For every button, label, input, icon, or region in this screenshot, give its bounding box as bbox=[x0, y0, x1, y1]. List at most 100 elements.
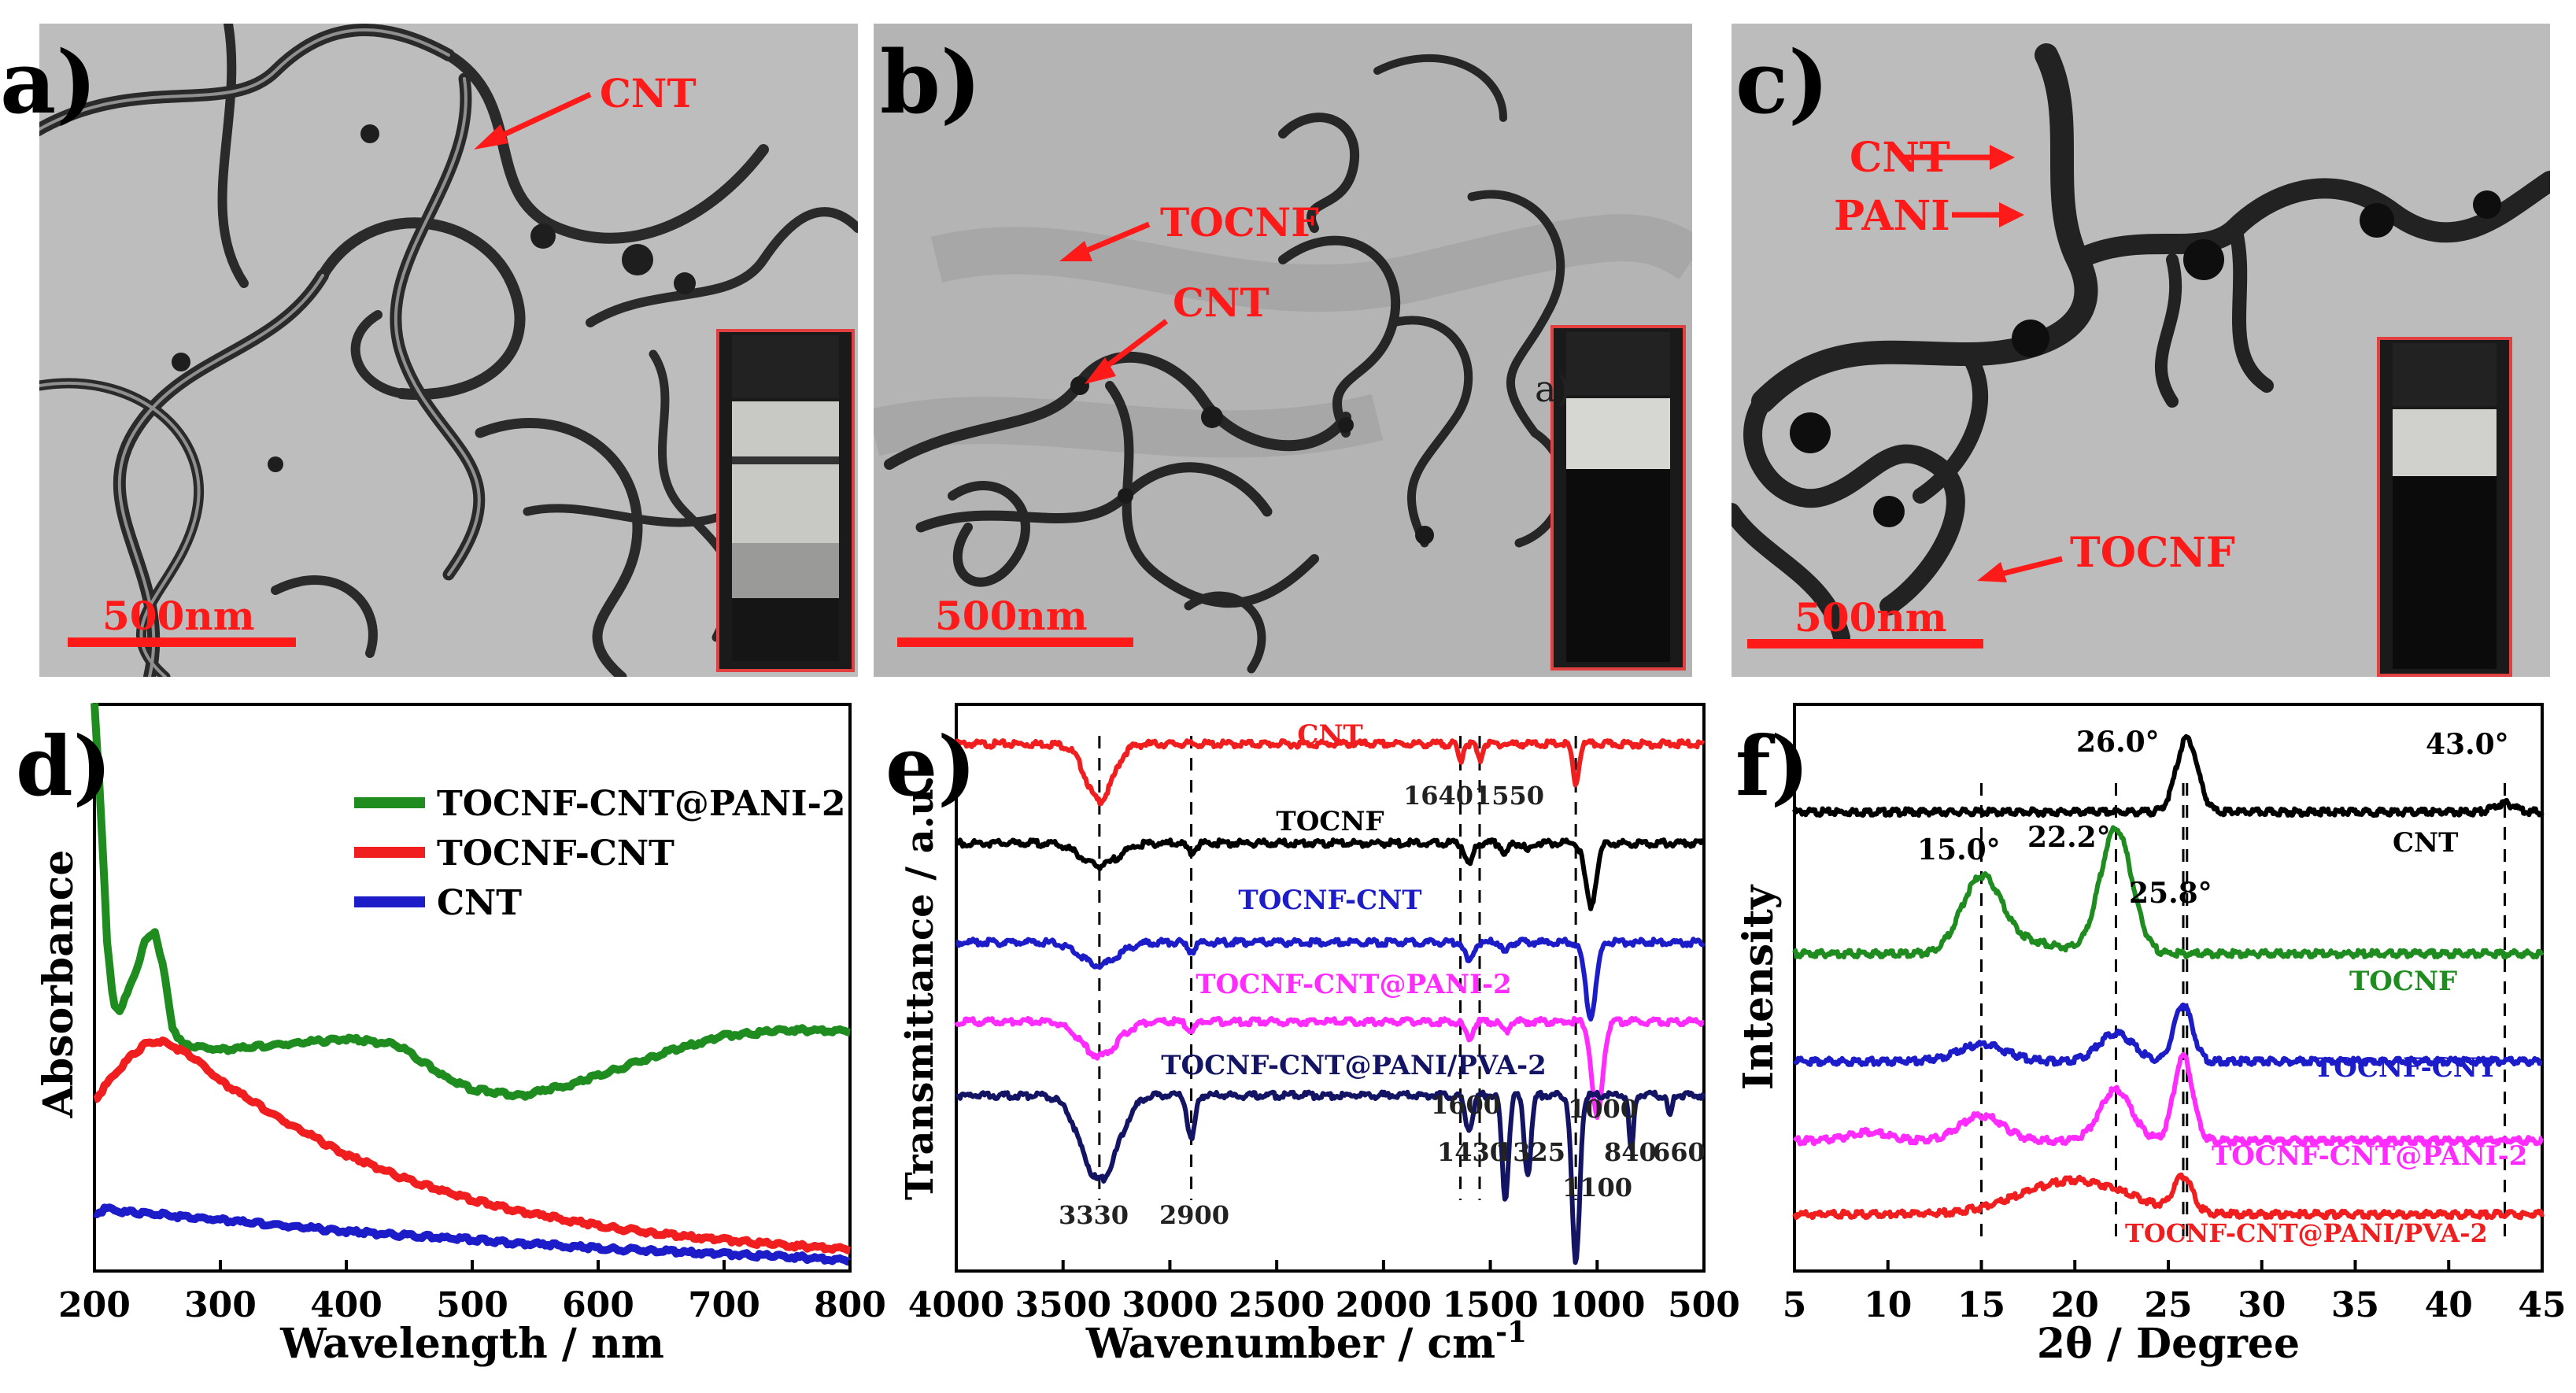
d-tick-label-400: 400 bbox=[310, 1285, 383, 1325]
series-line-e-TOCNF-CNT@PANI-2 bbox=[954, 1015, 1705, 1120]
legend-label-pani: TOCNF-CNT@PANI-2 bbox=[437, 784, 846, 824]
e-tick-label-3000: 3000 bbox=[1122, 1285, 1218, 1325]
series-label-e-tocnf-cnt: TOCNF-CNT bbox=[1238, 885, 1421, 916]
series-line-f-TOCNF-CNT@PANI-2 bbox=[1792, 1051, 2544, 1147]
catalyst-particles-b bbox=[1070, 376, 1434, 545]
e-tick-label-1500: 1500 bbox=[1442, 1285, 1538, 1325]
peak-label-e-1550: 1550 bbox=[1474, 781, 1544, 811]
scale-bar-label-b: 500nm bbox=[935, 593, 1088, 639]
series-label-e-cnt: CNT bbox=[1297, 719, 1362, 751]
f-tick-label-10: 10 bbox=[1864, 1285, 1912, 1325]
d-tick-label-800: 800 bbox=[814, 1285, 886, 1325]
tem-panel-a: 500nm CNT bbox=[39, 24, 858, 677]
peak-label-e-1430: 1430 bbox=[1437, 1137, 1507, 1167]
series-group-f bbox=[1792, 733, 2545, 1221]
d-tick-label-300: 300 bbox=[184, 1285, 257, 1325]
tem-panel-b: a) 500nm TOCNF CNT bbox=[874, 24, 1692, 677]
f-tick-label-30: 30 bbox=[2238, 1285, 2286, 1325]
arrow-label-pani-c: PANI bbox=[1834, 192, 1950, 240]
catalyst-particles-a bbox=[172, 124, 696, 472]
peak-label-e-660: 660 bbox=[1653, 1137, 1706, 1167]
y-axis-label-e: Transmittance / a.u. bbox=[898, 775, 942, 1200]
e-tick-label-2500: 2500 bbox=[1229, 1285, 1325, 1325]
vial-inset-b: a) bbox=[1535, 325, 1686, 671]
tem-image-c: 500nm CNT PANI TOCNF bbox=[1732, 24, 2550, 677]
x-axis-label-d: Wavelength / nm bbox=[279, 1320, 664, 1368]
scale-bar-c bbox=[1747, 639, 1983, 648]
d-tick-label-700: 700 bbox=[688, 1285, 760, 1325]
scale-bar-b bbox=[897, 637, 1133, 647]
x-ticks-d: 200 300 400 500 600 700 800 bbox=[58, 1260, 886, 1325]
x-axis-label-e-text: Wavenumber / cm bbox=[1085, 1320, 1495, 1368]
series-line-e-TOCNF-CNT bbox=[955, 937, 1706, 1022]
x-ticks-e: 4000 3500 3000 2500 2000 1500 1000 500 bbox=[908, 1260, 1740, 1325]
f-tick-label-5: 5 bbox=[1783, 1285, 1807, 1325]
panel-label-d: d) bbox=[16, 718, 112, 815]
e-tick-label-3500: 3500 bbox=[1015, 1285, 1111, 1325]
panel-label-f: f) bbox=[1735, 718, 1809, 815]
d-tick-label-600: 600 bbox=[562, 1285, 634, 1325]
x-ticks-f: 5 10 15 20 25 30 35 40 45 bbox=[1783, 1260, 2567, 1325]
series-label-f-tocnf-cnt: TOCNF-CNT bbox=[2314, 1052, 2497, 1084]
vial-inset-a bbox=[716, 329, 855, 672]
arrow-label-tocnf-c: TOCNF bbox=[2070, 529, 2235, 577]
arrow-label-tocnf-b: TOCNF bbox=[1160, 199, 1319, 246]
reference-lines-e bbox=[1098, 736, 1577, 1200]
series-label-f-cnt: CNT bbox=[2393, 827, 2458, 859]
peak-label-e-1100: 1100 bbox=[1562, 1173, 1632, 1203]
x-axis-label-e-sup: -1 bbox=[1495, 1316, 1527, 1349]
peak-label-e-840: 840 bbox=[1604, 1137, 1657, 1167]
scale-bar-label-c: 500nm bbox=[1794, 594, 1947, 641]
f-tick-label-20: 20 bbox=[2051, 1285, 2099, 1325]
f-tick-label-45: 45 bbox=[2518, 1285, 2566, 1325]
peak-label-e-1600: 1600 bbox=[1431, 1090, 1501, 1120]
arrow-cnt-a bbox=[490, 91, 592, 143]
plot-frame-e bbox=[955, 703, 1706, 1273]
arrow-tocnf-b bbox=[1078, 221, 1151, 257]
pani-clusters-c bbox=[1790, 190, 2501, 527]
x-axis-label-e: Wavenumber / cm-1 bbox=[1085, 1316, 1527, 1368]
arrow-tocnf-c bbox=[1998, 556, 2063, 578]
peak-label-e-1000: 1000 bbox=[1568, 1094, 1638, 1124]
legend-d: TOCNF-CNT@PANI-2 TOCNF-CNT CNT bbox=[354, 784, 846, 923]
peak-label-e-2900: 2900 bbox=[1159, 1200, 1229, 1230]
panel-label-a: a) bbox=[0, 31, 98, 133]
panel-label-c: c) bbox=[1735, 31, 1830, 133]
series-line-e-TOCNF bbox=[955, 837, 1706, 911]
x-axis-label-f: 2θ / Degree bbox=[2037, 1320, 2300, 1368]
tem-panel-c: 500nm CNT PANI TOCNF bbox=[1732, 24, 2550, 677]
legend-label-tocnf-cnt: TOCNF-CNT bbox=[437, 833, 674, 874]
series-group-d bbox=[91, 703, 852, 1266]
series-label-e-pani: TOCNF-CNT@PANI-2 bbox=[1196, 969, 1511, 1000]
nanotube-strands-c bbox=[1732, 43, 2550, 646]
y-axis-label-d: Absorbance bbox=[35, 850, 83, 1119]
panel-label-b: b) bbox=[880, 31, 981, 133]
arrow-label-cnt-c: CNT bbox=[1850, 134, 1950, 182]
series-line-f-TOCNF bbox=[1792, 825, 2545, 960]
f-tick-label-15: 15 bbox=[1957, 1285, 2005, 1325]
scale-bar-a bbox=[68, 637, 296, 647]
peak-label-f-43: 43.0° bbox=[2426, 728, 2509, 761]
chart-panel-d: 200 300 400 500 600 700 800 d) Wavelength / nm… bbox=[16, 703, 886, 1368]
series-label-e-pva: TOCNF-CNT@PANI/PVA-2 bbox=[1161, 1050, 1547, 1081]
series-line-d-CNT bbox=[92, 1203, 852, 1266]
e-tick-label-1000: 1000 bbox=[1549, 1285, 1645, 1325]
series-label-e-tocnf: TOCNF bbox=[1276, 806, 1384, 837]
series-line-d-TOCNF-CNT bbox=[93, 1036, 852, 1254]
e-tick-label-500: 500 bbox=[1668, 1285, 1740, 1325]
series-label-f-pva: TOCNF-CNT@PANI/PVA-2 bbox=[2125, 1218, 2488, 1248]
tem-image-a: 500nm CNT bbox=[39, 24, 858, 677]
chart-panel-f: 5 10 15 20 25 30 35 40 45 f) 2θ / Degree Intensi… bbox=[1735, 703, 2567, 1368]
e-tick-label-2000: 2000 bbox=[1336, 1285, 1432, 1325]
peak-label-e-1640: 1640 bbox=[1403, 781, 1473, 811]
peak-label-f-25-8: 25.8° bbox=[2129, 877, 2212, 910]
series-label-f-pani: TOCNF-CNT@PANI-2 bbox=[2212, 1140, 2527, 1172]
series-label-f-tocnf: TOCNF bbox=[2349, 966, 2457, 997]
series-group-e bbox=[954, 738, 1706, 1266]
series-line-e-CNT bbox=[954, 738, 1706, 807]
arrow-cnt-b bbox=[1100, 319, 1169, 372]
y-axis-label-f: Intensity bbox=[1735, 884, 1783, 1090]
f-tick-label-40: 40 bbox=[2425, 1285, 2473, 1325]
